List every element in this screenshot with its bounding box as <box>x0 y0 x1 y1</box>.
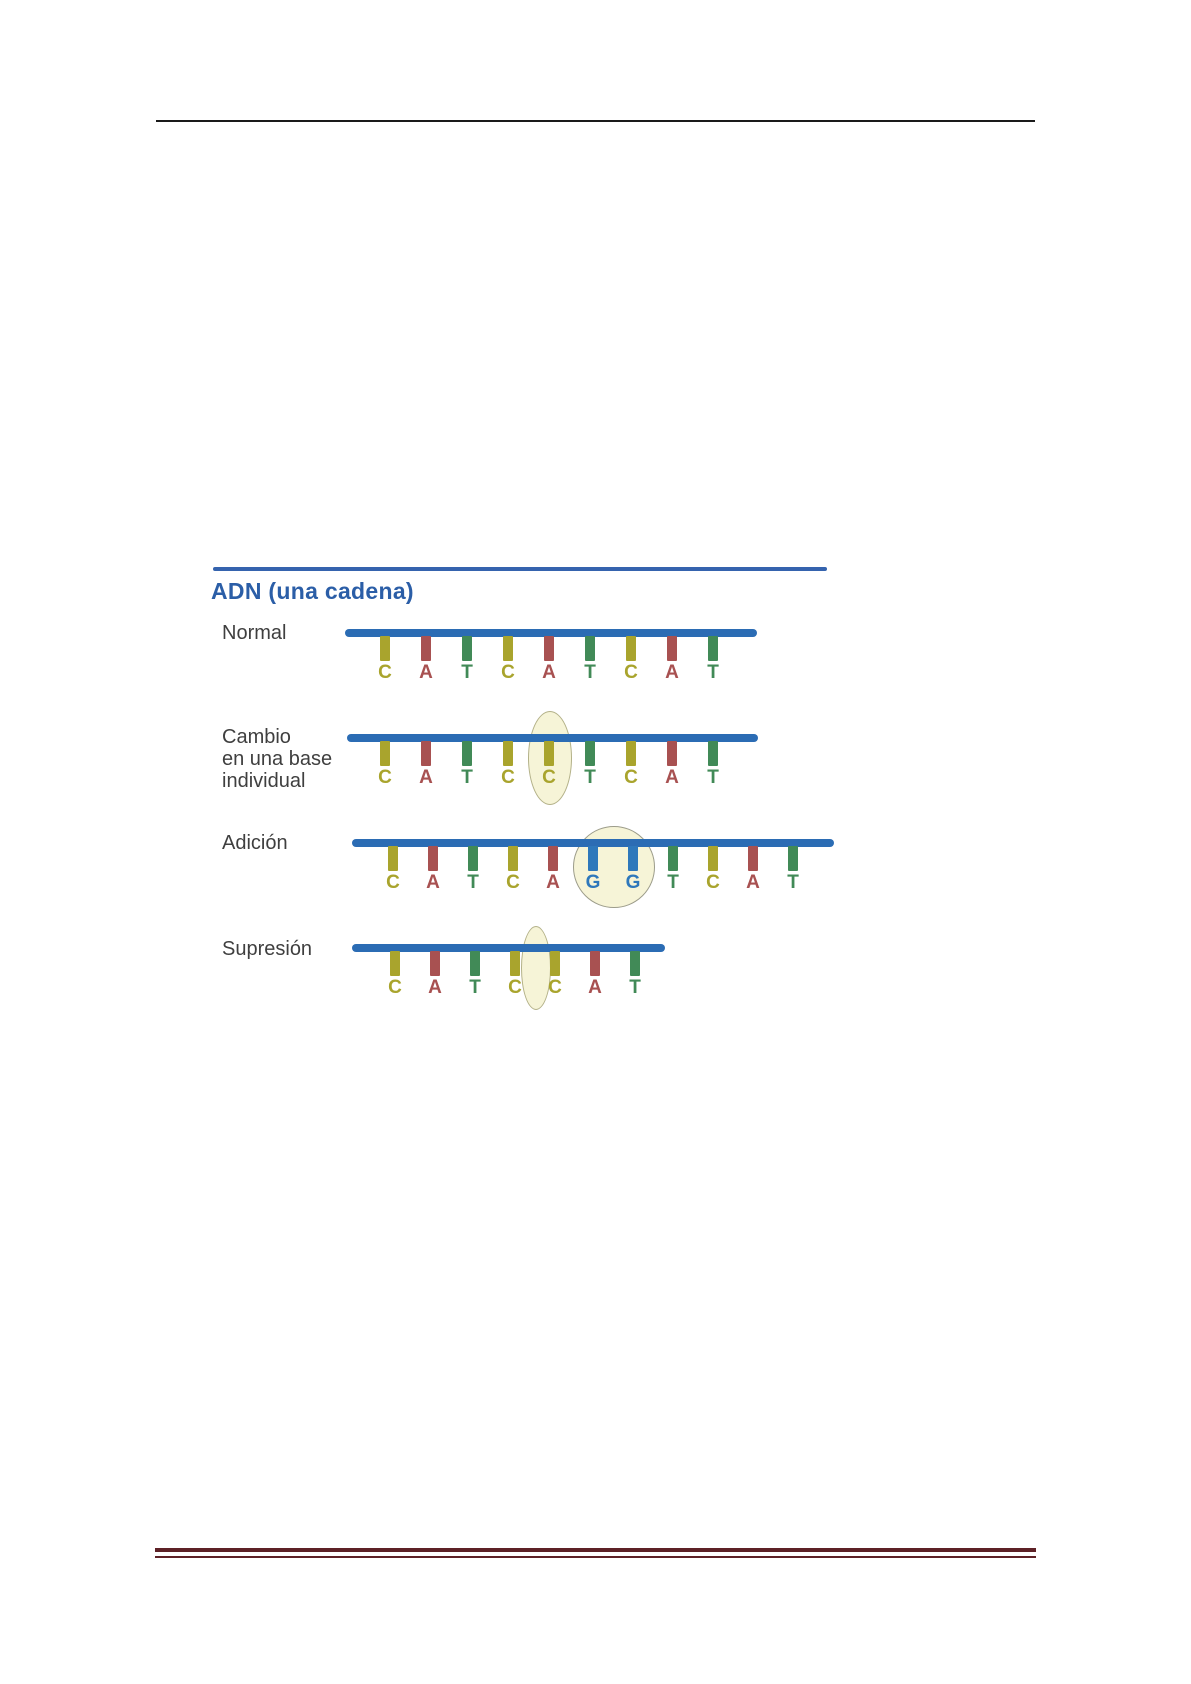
row-label: Cambio en una base individual <box>222 726 332 792</box>
base-tick <box>708 636 718 661</box>
base-letter: T <box>707 767 719 788</box>
base-tick <box>708 741 718 766</box>
row-label-line: individual <box>222 770 306 792</box>
base-letter: C <box>624 662 638 683</box>
base-tick <box>708 846 718 871</box>
base-tick <box>462 636 472 661</box>
base-tick <box>508 846 518 871</box>
base-letter: T <box>467 872 479 893</box>
row-label-line: Adición <box>222 832 288 854</box>
base-tick <box>503 636 513 661</box>
base-tick <box>503 741 513 766</box>
base-letter: T <box>461 662 473 683</box>
base-tick <box>550 951 560 976</box>
base-tick <box>428 846 438 871</box>
base-letter: G <box>625 872 641 893</box>
base-tick <box>667 741 677 766</box>
base-letter: T <box>707 662 719 683</box>
base-letter: C <box>548 977 562 998</box>
base-letter: A <box>546 872 560 893</box>
base-tick <box>585 741 595 766</box>
base-tick <box>421 741 431 766</box>
base-letter: T <box>629 977 641 998</box>
base-letter: C <box>501 767 515 788</box>
base-letter: T <box>584 662 596 683</box>
dna-backbone <box>352 944 665 952</box>
base-letter: C <box>501 662 515 683</box>
base-tick <box>588 846 598 871</box>
base-tick <box>468 846 478 871</box>
base-letter: C <box>542 767 556 788</box>
base-letter: C <box>506 872 520 893</box>
base-letter: G <box>585 872 601 893</box>
base-letter: C <box>388 977 402 998</box>
base-tick <box>380 636 390 661</box>
dna-backbone <box>352 839 834 847</box>
base-letter: A <box>419 767 433 788</box>
base-letter: C <box>386 872 400 893</box>
base-tick <box>548 846 558 871</box>
base-letter: C <box>378 662 392 683</box>
base-letter: A <box>542 662 556 683</box>
base-tick <box>585 636 595 661</box>
figure-title-rule <box>213 567 827 571</box>
base-letter: A <box>746 872 760 893</box>
base-tick <box>510 951 520 976</box>
base-tick <box>380 741 390 766</box>
base-tick <box>544 636 554 661</box>
row-label: Normal <box>222 622 286 644</box>
base-letter: A <box>588 977 602 998</box>
base-tick <box>590 951 600 976</box>
row-label-line: en una base <box>222 748 333 770</box>
base-tick <box>667 636 677 661</box>
base-tick <box>748 846 758 871</box>
base-letter: T <box>584 767 596 788</box>
base-tick <box>544 741 554 766</box>
base-letter: A <box>426 872 440 893</box>
base-tick <box>626 741 636 766</box>
base-letter: T <box>469 977 481 998</box>
base-letter: A <box>665 662 679 683</box>
dna-backbone <box>345 629 757 637</box>
base-letter: C <box>706 872 720 893</box>
base-tick <box>430 951 440 976</box>
base-letter: T <box>461 767 473 788</box>
row-label-line: Cambio <box>222 726 291 748</box>
base-letter: C <box>624 767 638 788</box>
base-tick <box>470 951 480 976</box>
base-letter: C <box>508 977 522 998</box>
base-tick <box>626 636 636 661</box>
base-letter: A <box>419 662 433 683</box>
base-letter: C <box>378 767 392 788</box>
mutation-highlight-ellipse <box>528 711 572 805</box>
row-label: Adición <box>222 832 288 854</box>
base-letter: T <box>667 872 679 893</box>
base-tick <box>668 846 678 871</box>
base-letter: A <box>665 767 679 788</box>
base-tick <box>388 846 398 871</box>
figure-title: ADN (una cadena) <box>211 578 414 604</box>
base-letter: T <box>787 872 799 893</box>
base-tick <box>630 951 640 976</box>
footer-rule-thin <box>155 1556 1036 1558</box>
row-label-line: Normal <box>222 622 287 644</box>
base-tick <box>462 741 472 766</box>
base-tick <box>390 951 400 976</box>
base-tick <box>628 846 638 871</box>
base-letter: A <box>428 977 442 998</box>
footer-rule-thick <box>155 1548 1036 1552</box>
row-label-line: Supresión <box>222 938 313 960</box>
base-tick <box>788 846 798 871</box>
base-tick <box>421 636 431 661</box>
dna-backbone <box>347 734 758 742</box>
row-label: Supresión <box>222 938 312 960</box>
header-rule <box>156 120 1035 122</box>
